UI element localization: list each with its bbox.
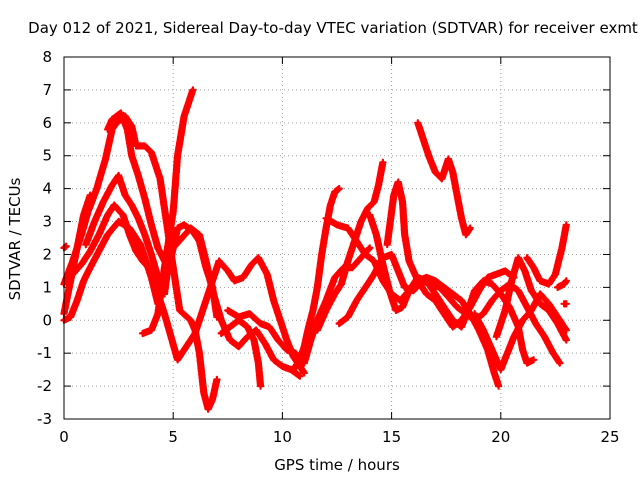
y-tick-label: 3 [42, 213, 52, 231]
x-tick-label: 15 [382, 428, 401, 446]
plot-frame [63, 56, 611, 420]
series-markers [383, 178, 518, 331]
y-tick-label: 4 [42, 180, 52, 198]
series-markers [138, 86, 197, 338]
series-markers [492, 254, 570, 344]
y-tick-label: 0 [42, 311, 52, 329]
y-tick-label: 2 [42, 245, 52, 263]
series-s19 [492, 254, 570, 344]
series-markers [289, 184, 343, 374]
series-markers [560, 300, 570, 308]
series-markers [60, 242, 70, 252]
y-tick-label: -1 [37, 344, 52, 362]
series-markers [224, 244, 374, 367]
data-series [60, 86, 570, 413]
series-markers [414, 119, 474, 239]
x-tick-label: 5 [168, 428, 178, 446]
y-tick-label: 6 [42, 114, 52, 132]
series-markers [217, 316, 265, 390]
y-tick-label: -2 [37, 377, 52, 395]
series-s22 [560, 300, 570, 308]
series-s17 [414, 119, 474, 239]
y-tick-label: -3 [37, 410, 52, 428]
series-s8 [138, 86, 197, 338]
y-tick-label: 5 [42, 147, 52, 165]
x-tick-label: 25 [600, 428, 619, 446]
y-tick-label: 7 [42, 81, 52, 99]
series-s9 [217, 316, 265, 390]
x-tick-label: 10 [273, 428, 292, 446]
series-s16 [383, 178, 518, 331]
series-s10 [224, 244, 374, 367]
y-tick-label: 1 [42, 278, 52, 296]
tick-labels: 0 5 10 15 20 25 -3 -2 -1 0 1 2 3 4 5 6 7 8 [37, 48, 620, 446]
series-s20 [523, 221, 570, 288]
series-s11 [289, 184, 343, 374]
series-s1 [60, 242, 70, 252]
series-markers [470, 290, 570, 374]
series-s21 [553, 277, 570, 292]
y-axis-label: SDTVAR / TECUs [6, 177, 24, 300]
x-axis-label: GPS time / hours [274, 456, 400, 474]
series-markers [553, 277, 570, 292]
x-tick-label: 0 [59, 428, 69, 446]
x-tick-label: 20 [491, 428, 510, 446]
chart-title: Day 012 of 2021, Sidereal Day-to-day VTE… [28, 19, 638, 37]
series-markers [523, 221, 570, 288]
series-s18 [470, 290, 570, 374]
y-tick-label: 8 [42, 48, 52, 66]
